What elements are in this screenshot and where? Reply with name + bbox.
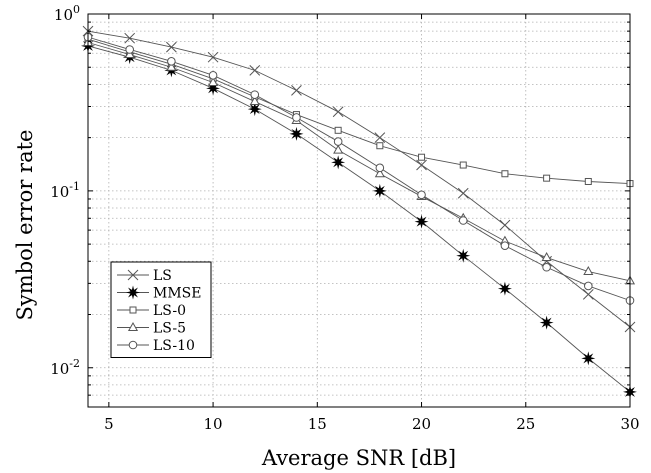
data-point-ls (374, 132, 386, 143)
legend-label-ls-0: LS-0 (153, 303, 186, 319)
data-point-ls-0 (334, 126, 342, 134)
data-point-mmse (372, 183, 387, 198)
data-point-ls-5 (541, 251, 552, 262)
data-point-ls-5 (583, 266, 594, 276)
legend-marker-ls-0 (129, 306, 137, 314)
data-point-ls-5 (374, 168, 385, 178)
x-tick-label: 10 (204, 415, 223, 433)
data-point-ls-10 (417, 190, 426, 200)
data-point-ls (416, 159, 427, 171)
data-point-ls-10 (125, 45, 134, 54)
data-point-ls-0 (418, 153, 426, 161)
series-mmse (81, 38, 637, 399)
data-point-ls (457, 187, 469, 199)
data-point-ls (332, 106, 344, 118)
data-point-mmse (581, 351, 596, 366)
data-point-ls-10 (375, 163, 385, 173)
data-point-mmse (247, 102, 262, 117)
legend-label-ls-5: LS-5 (153, 321, 186, 337)
data-point-mmse (331, 155, 346, 170)
data-point-ls-0 (584, 177, 592, 185)
legend-marker-mmse (126, 285, 140, 300)
legend-marker-ls-10 (128, 340, 138, 350)
data-point-ls-10 (208, 71, 218, 80)
data-point-ls-10 (250, 90, 260, 99)
data-point-ls-5 (249, 96, 260, 106)
data-point-ls-0 (501, 170, 509, 178)
axis-ticks: 5 10 15 20 25 30 100 10-1 10-2 (50, 3, 639, 433)
series-line-mmse (87, 45, 631, 393)
legend-entry-mmse: MMSE (117, 285, 201, 302)
data-point-ls-10 (500, 241, 510, 250)
legend-label-ls-10: LS-10 (153, 338, 195, 354)
data-point-ls (291, 85, 302, 96)
data-point-ls (582, 289, 594, 300)
y-tick-label: 100 (54, 3, 80, 24)
data-point-ls-10 (292, 113, 301, 122)
legend-label-ls: LS (153, 268, 172, 284)
plot-frame (87, 13, 631, 408)
data-point-ls-10 (458, 216, 468, 225)
data-point-ls-0 (376, 142, 384, 150)
data-point-mmse (539, 315, 554, 330)
x-axis-label: Average SNR [dB] (261, 446, 456, 470)
data-point-ls (249, 65, 261, 76)
legend-marker-ls-5 (127, 321, 139, 331)
data-point-ls-0 (543, 174, 551, 182)
data-point-ls (499, 219, 511, 231)
data-point-ls-5 (208, 76, 219, 86)
data-point-ls-5 (333, 144, 344, 154)
data-point-ls-10 (542, 262, 551, 272)
series-line-ls-10 (87, 36, 631, 301)
x-tick-label: 5 (104, 415, 114, 433)
data-point-ls (207, 51, 219, 63)
data-point-mmse (289, 126, 304, 141)
data-point-ls-10 (333, 137, 343, 146)
series-ls-10 (83, 32, 635, 305)
y-tick-label: 10-2 (50, 357, 80, 378)
data-point-ls-10 (167, 57, 176, 66)
data-point-ls-5 (166, 61, 177, 71)
data-point-ls (166, 41, 177, 53)
legend-entry-ls-0: LS-0 (117, 303, 186, 319)
series-line-ls-0 (87, 38, 631, 185)
x-tick-label: 25 (516, 415, 535, 433)
legend-entry-ls-10: LS-10 (117, 338, 195, 354)
x-tick-label: 15 (308, 415, 327, 433)
x-tick-label: 30 (620, 415, 639, 433)
data-point-ls-0 (459, 161, 467, 169)
y-tick-label: 10-1 (50, 180, 80, 201)
series-layer (81, 25, 637, 399)
x-tick-label: 20 (412, 415, 431, 433)
data-point-ls (124, 32, 136, 44)
legend-entry-ls: LS (117, 268, 172, 284)
series-line-ls-5 (87, 42, 631, 282)
data-point-mmse (414, 214, 429, 229)
legend-entry-ls-5: LS-5 (117, 321, 186, 337)
data-point-ls-10 (584, 281, 593, 291)
data-point-mmse (456, 248, 471, 263)
y-axis-label: Symbol error rate (13, 130, 37, 321)
legend-label-mmse: MMSE (153, 286, 201, 302)
legend-marker-ls (127, 269, 139, 281)
data-point-mmse (497, 281, 512, 296)
